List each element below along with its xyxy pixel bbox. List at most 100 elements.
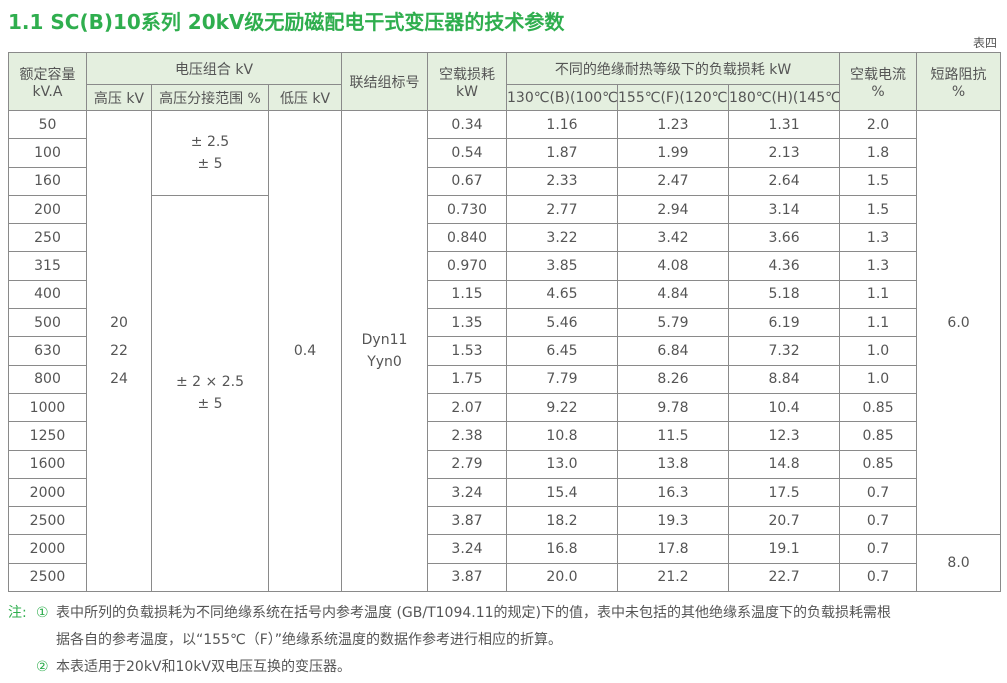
tap-cell-line: ± 2.5 [190,133,230,150]
value-cell: 5.79 [617,308,730,338]
header-cell-line: kV.A [32,83,63,100]
note-text: 据各自的参考温度，以“155℃（F）”绝缘系统温度的数据作参考进行相应的折算。 [56,632,563,648]
value-cell: 1.99 [617,138,730,168]
table-row: 630 1.53 6.45 6.84 7.32 1.0 [8,336,1001,366]
hv-cell-line: 24 [110,371,128,388]
value-cell: 11.5 [617,421,730,451]
hv-cell-line: 20 [110,315,128,332]
value-cell: 4.84 [617,279,730,310]
value-cell: 9.22 [506,392,619,423]
value-cell: 22.7 [728,562,841,593]
value-cell: 1.0 [839,364,918,394]
table-label: 表四 [972,36,997,50]
header-cell: 不同的绝缘耐热等级下的负载损耗 kW [506,52,841,85]
capacity-cell: 315 [8,251,87,281]
capacity-cell: 630 [8,336,87,366]
table-row: 1250 2.38 10.8 11.5 12.3 0.85 [8,421,1001,451]
notes: 注: ① 表中所列的负载损耗为不同绝缘系统在括号内参考温度 (GB/T1094.11… [8,600,891,681]
header-cell-line: 额定容量 [19,66,76,83]
value-cell: 10.8 [506,421,619,451]
value-cell: 15.4 [506,477,619,508]
value-cell: 0.840 [427,223,508,253]
vector-cell: Dyn11 Yyn0 [341,109,429,593]
header-cell-line: kW [456,83,478,100]
value-cell: 0.7 [839,506,918,536]
value-cell: 4.08 [617,251,730,281]
value-cell: 2.47 [617,166,730,196]
header-cell-line: 短路阻抗 [930,66,987,83]
header-cell: 低压 kV [267,84,343,111]
value-cell: 16.3 [617,477,730,508]
note-marker: ② [36,659,49,675]
value-cell: 1.16 [506,109,619,140]
table-row: 160 0.67 2.33 2.47 2.64 1.5 [8,166,1001,196]
value-cell: 3.87 [427,562,508,593]
value-cell: 3.85 [506,251,619,281]
capacity-cell: 2500 [8,506,87,536]
capacity-cell: 160 [8,166,87,196]
value-cell: 19.1 [728,534,841,564]
value-cell: 6.45 [506,336,619,366]
value-cell: 0.85 [839,449,918,479]
capacity-cell: 100 [8,138,87,168]
value-cell: 1.15 [427,279,508,310]
value-cell: 4.65 [506,279,619,310]
capacity-cell: 400 [8,279,87,310]
value-cell: 3.87 [427,506,508,536]
value-cell: 4.36 [728,251,841,281]
value-cell: 2.0 [839,109,918,140]
table-row: 800 1.75 7.79 8.26 8.84 1.0 [8,364,1001,394]
value-cell: 13.8 [617,449,730,479]
value-cell: 6.84 [617,336,730,366]
table-row: 2500 3.87 20.0 21.2 22.7 0.7 [8,562,1001,593]
value-cell: 0.730 [427,194,508,225]
value-cell: 1.5 [839,166,918,196]
header-cell-line: 空载损耗 [439,66,496,83]
value-cell: 3.22 [506,223,619,253]
tap-cell: ± 2 × 2.5 ± 5 [151,194,269,593]
header-cell: 空载电流% [839,52,918,111]
value-cell: 17.8 [617,534,730,564]
value-cell: 1.53 [427,336,508,366]
value-cell: 2.77 [506,194,619,225]
value-cell: 0.34 [427,109,508,140]
value-cell: 1.31 [728,109,841,140]
spec-table: 额定容量 kV.A 电压组合 kV 联结组标号 空载损耗 kW 不同的绝缘耐热等级下的负载损… [8,52,1002,593]
table-row: 50 20 22 24 ± 2.5 ± 5 0.4 Dyn11 Yyn0 0.34 1.16 1.23… [8,109,1002,593]
value-cell: 7.79 [506,364,619,394]
note-line: 注: ① 表中所列的负载损耗为不同绝缘系统在括号内参考温度 (GB/T1094.11… [8,600,891,627]
tap-cell: ± 2.5 ± 5 [151,110,269,196]
value-cell: 0.7 [839,477,918,508]
value-cell: 2.07 [427,392,508,423]
vector-cell-line: Dyn11 [361,332,408,349]
header-cell-line: % [871,83,885,100]
value-cell: 17.5 [728,477,841,508]
value-cell: 21.2 [617,562,730,593]
header-cell: 联结组标号 [341,52,429,111]
table-row: 2500 3.87 18.2 19.3 20.7 0.7 [8,506,1001,536]
note-text: 本表适用于20kV和10kV双电压互换的变压器。 [56,659,351,675]
header-cell: 高压分接范围 % [151,84,269,111]
value-cell: 2.79 [427,449,508,479]
value-cell: 3.24 [427,477,508,508]
capacity-cell: 50 [8,109,87,140]
value-cell: 2.38 [427,421,508,451]
tap-cell-line: ± 5 [197,155,223,172]
table-row: 100 0.54 1.87 1.99 2.13 1.8 [8,138,1001,168]
value-cell: 0.67 [427,166,508,196]
value-cell: 0.7 [839,562,918,593]
header-cell-line: 空载电流 [850,66,907,83]
value-cell: 19.3 [617,506,730,536]
tap-cell-line: ± 5 [197,396,223,413]
impedance-cell: 8.0 [916,534,1002,593]
value-cell: 5.18 [728,279,841,310]
value-cell: 1.3 [839,251,918,281]
value-cell: 0.85 [839,392,918,423]
value-cell: 8.26 [617,364,730,394]
header-cell: 155℃(F)(120℃) [617,84,730,111]
value-cell: 12.3 [728,421,841,451]
value-cell: 5.46 [506,308,619,338]
value-cell: 1.1 [839,308,918,338]
value-cell: 0.7 [839,534,918,564]
